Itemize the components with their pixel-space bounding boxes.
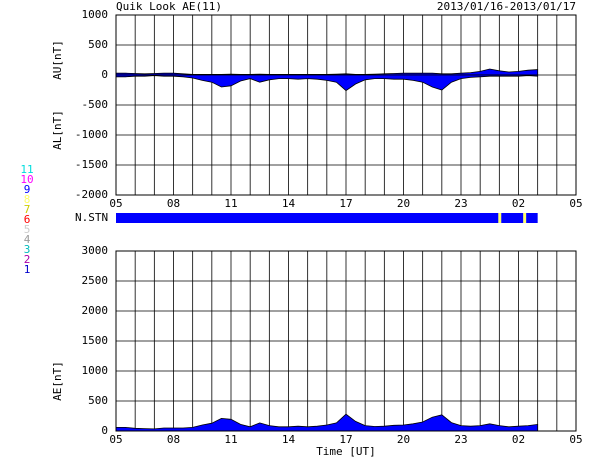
x-tick-label: 20: [397, 197, 410, 210]
x-tick-label: 08: [167, 433, 180, 446]
strip-label: N.STN: [75, 211, 108, 224]
legend-entry: 2: [24, 253, 31, 266]
x-tick-label: 02: [512, 433, 525, 446]
plot-frame: [115, 14, 577, 196]
legend-entry: 5: [24, 223, 31, 236]
x-tick-label: 23: [454, 197, 467, 210]
legend-entry: 11: [20, 163, 33, 176]
area: [115, 74, 539, 92]
y-tick-label: 2500: [82, 274, 109, 287]
x-tick-label: 05: [569, 197, 582, 210]
x-tick-label: 11: [224, 197, 237, 210]
y-tick-label: 2000: [82, 304, 109, 317]
x-axis-label: Time [UT]: [316, 445, 376, 458]
station-count: [498, 213, 502, 223]
legend-entry: 3: [24, 243, 31, 256]
legend-entry: 8: [24, 193, 31, 206]
x-tick-label: 05: [109, 197, 122, 210]
x-tick-label: 02: [512, 197, 525, 210]
y-tick-label: -1500: [75, 158, 108, 171]
legend-entry: 6: [24, 213, 31, 226]
plot-frame: [115, 250, 577, 432]
chart-title: Quik Look AE(11): [116, 0, 222, 13]
area: [115, 413, 539, 432]
x-tick-label: 17: [339, 197, 352, 210]
legend-entry: 1: [24, 263, 31, 276]
y-tick-label: 0: [101, 68, 108, 81]
station-count: [501, 213, 524, 223]
x-tick-label: 08: [167, 197, 180, 210]
date-range: 2013/01/16-2013/01/17: [437, 0, 576, 13]
legend-entry: 9: [24, 183, 31, 196]
x-tick-label: 11: [224, 433, 237, 446]
station-count: [523, 213, 527, 223]
x-tick-label: 17: [339, 433, 352, 446]
x-tick-label: 14: [282, 433, 296, 446]
x-tick-label: 14: [282, 197, 296, 210]
y-axis-label: AU[nT]: [51, 40, 64, 80]
y-axis-label: AE[nT]: [51, 361, 64, 401]
y-tick-label: 500: [88, 38, 108, 51]
x-tick-label: 05: [109, 433, 122, 446]
y-tick-label: -2000: [75, 188, 108, 201]
y-tick-label: -1000: [75, 128, 108, 141]
y-tick-label: 1500: [82, 334, 109, 347]
y-tick-label: -500: [82, 98, 109, 111]
y-tick-label: 500: [88, 394, 108, 407]
x-tick-label: 23: [454, 433, 467, 446]
y-tick-label: 3000: [82, 244, 109, 257]
station-count: [116, 213, 499, 223]
legend-entry: 10: [20, 173, 33, 186]
station-count: [526, 213, 538, 223]
area: [115, 68, 539, 76]
y-tick-label: 1000: [82, 364, 109, 377]
x-tick-label: 20: [397, 433, 410, 446]
x-tick-label: 05: [569, 433, 582, 446]
y-tick-label: 0: [101, 424, 108, 437]
y-tick-label: 1000: [82, 8, 109, 21]
y-axis-label: AL[nT]: [51, 110, 64, 150]
legend-entry: 7: [24, 203, 31, 216]
legend-entry: 4: [24, 233, 31, 246]
